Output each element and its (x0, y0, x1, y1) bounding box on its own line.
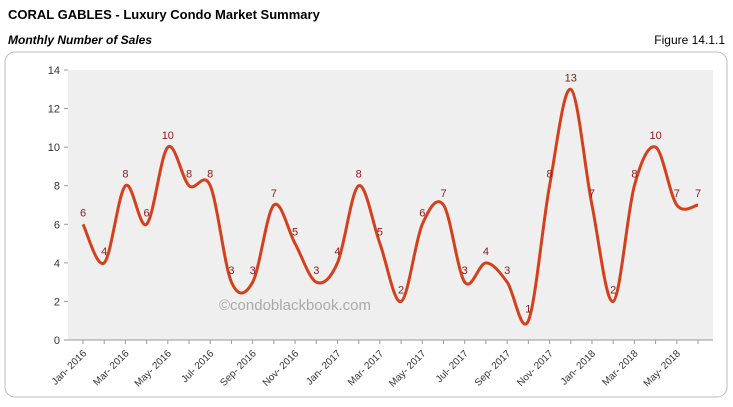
y-tick-label: 8 (54, 181, 60, 193)
y-tick-label: 0 (54, 335, 60, 347)
data-label: 10 (162, 130, 174, 142)
data-label: 6 (80, 207, 86, 219)
subtitle: Monthly Number of Sales (8, 33, 152, 47)
title: CORAL GABLES - Luxury Condo Market Summa… (8, 7, 321, 22)
data-label: 5 (292, 227, 298, 239)
data-label: 3 (462, 265, 468, 277)
data-label: 6 (144, 207, 150, 219)
y-tick-label: 4 (54, 258, 60, 270)
y-tick-label: 2 (54, 296, 60, 308)
data-label: 8 (122, 169, 128, 181)
y-tick-label: 12 (48, 104, 60, 116)
figure-label: Figure 14.1.1 (654, 33, 725, 47)
watermark: ©condoblackbook.com (219, 297, 371, 314)
data-label: 4 (101, 246, 107, 258)
series-line (81, 87, 699, 326)
data-label: 7 (589, 188, 595, 200)
plot-area (68, 70, 713, 340)
data-label: 4 (483, 246, 489, 258)
y-tick-label: 14 (48, 65, 60, 77)
data-label: 3 (250, 265, 256, 277)
data-label: 7 (271, 188, 277, 200)
data-label: 2 (610, 284, 616, 296)
data-label: 3 (504, 265, 510, 277)
data-label: 6 (419, 207, 425, 219)
data-label: 7 (695, 188, 701, 200)
data-label: 7 (674, 188, 680, 200)
data-label: 7 (440, 188, 446, 200)
data-label: 4 (334, 246, 340, 258)
data-label: 8 (631, 169, 637, 181)
y-tick-label: 10 (48, 142, 60, 154)
data-label: 2 (398, 284, 404, 296)
data-label: 1 (525, 304, 531, 316)
y-tick-label: 6 (54, 219, 60, 231)
data-label: 8 (207, 169, 213, 181)
data-label: 5 (377, 227, 383, 239)
data-label: 8 (546, 169, 552, 181)
data-label: 3 (228, 265, 234, 277)
data-label: 8 (186, 169, 192, 181)
data-label: 8 (356, 169, 362, 181)
data-label: 13 (565, 72, 577, 84)
data-label: 10 (649, 130, 661, 142)
data-label: 3 (313, 265, 319, 277)
